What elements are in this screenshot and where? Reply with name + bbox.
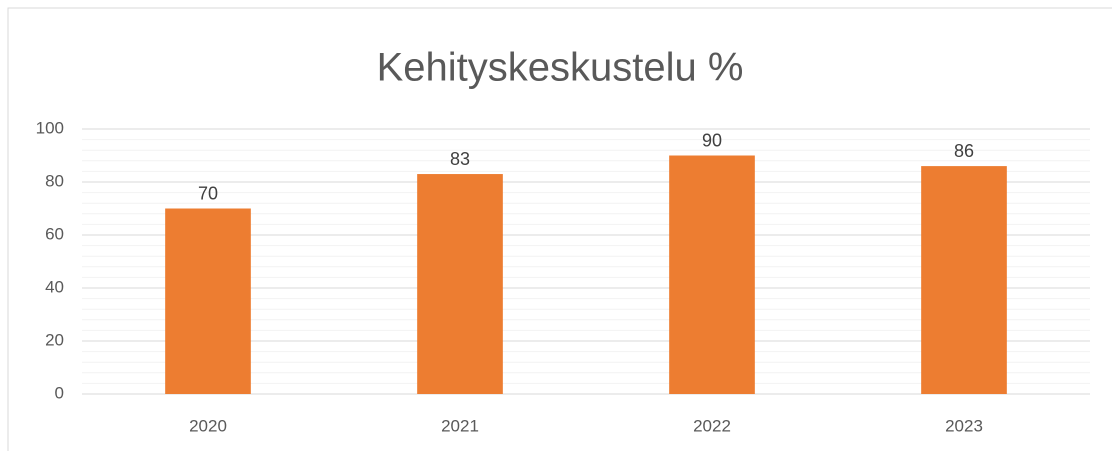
data-label: 83: [450, 149, 470, 169]
data-label: 86: [954, 141, 974, 161]
y-tick-label: 80: [45, 171, 64, 190]
bar: [921, 166, 1007, 394]
x-tick-label: 2021: [441, 416, 479, 435]
y-tick-label: 0: [55, 383, 64, 402]
data-label: 70: [198, 183, 218, 203]
x-tick-label: 2022: [693, 416, 731, 435]
x-tick-label: 2023: [945, 416, 983, 435]
y-tick-label: 60: [45, 224, 64, 243]
data-label: 90: [702, 130, 722, 150]
bar: [165, 208, 251, 394]
bar: [669, 155, 755, 394]
bar: [417, 174, 503, 394]
x-tick-label: 2020: [189, 416, 227, 435]
y-tick-label: 100: [36, 118, 64, 137]
chart-title: Kehityskeskustelu %: [377, 46, 744, 90]
y-tick-label: 20: [45, 330, 64, 349]
y-tick-label: 40: [45, 277, 64, 296]
